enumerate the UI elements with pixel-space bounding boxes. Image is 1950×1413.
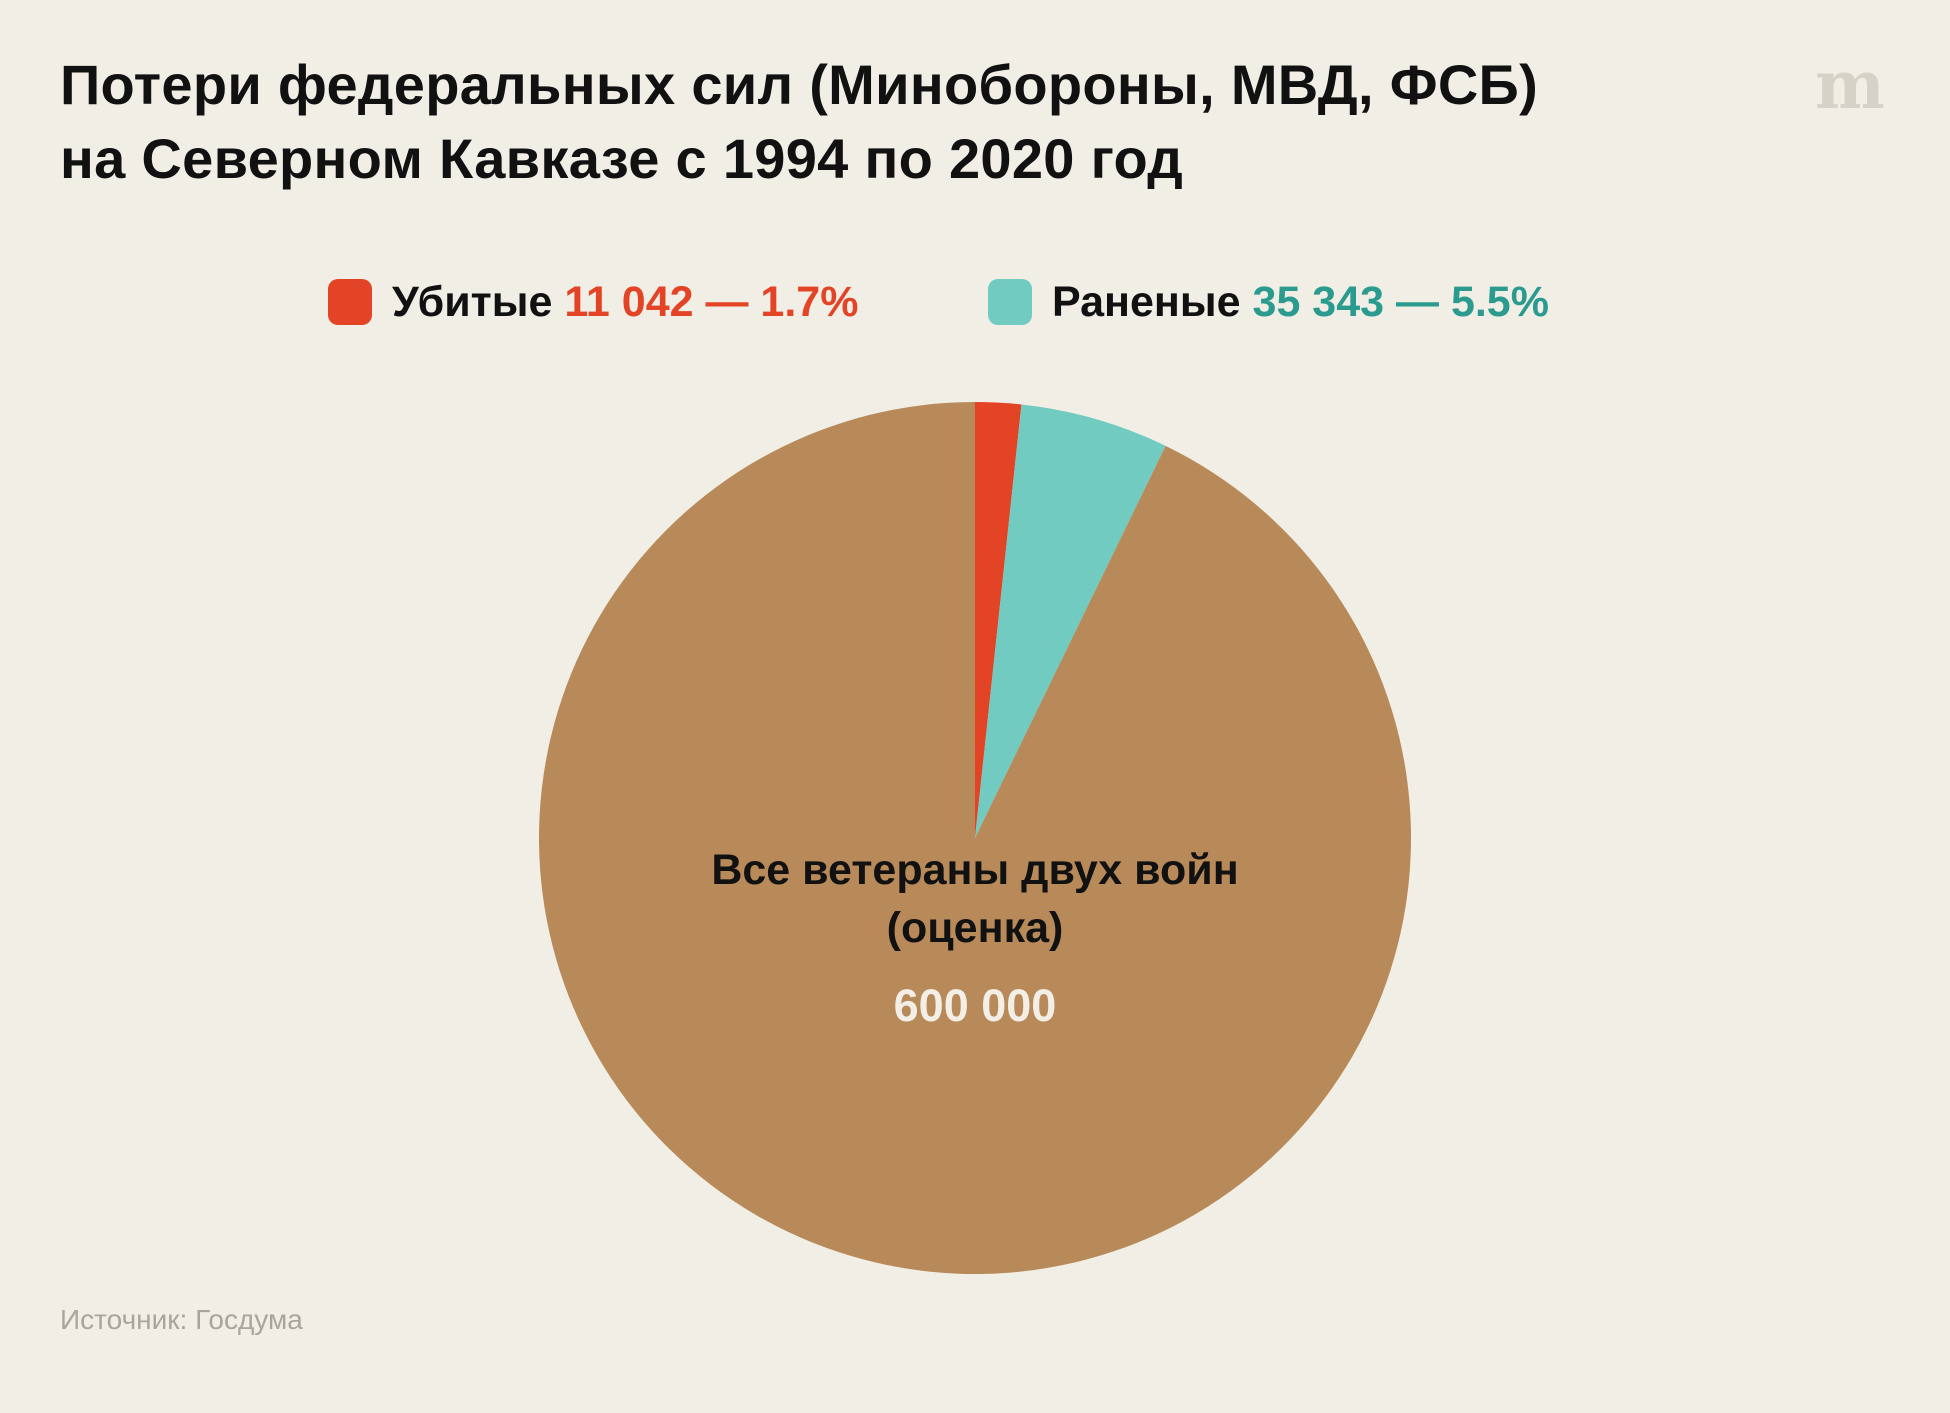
pie-slice-veterans [538, 402, 1411, 1274]
chart-title: Потери федеральных сил (Минобороны, МВД,… [60, 48, 1538, 196]
slice-label-veterans-line-2: (оценка) [887, 904, 1064, 952]
legend-value-killed: 11 042 — 1.7% [564, 277, 859, 326]
pie-slice-killed [975, 402, 1022, 838]
publisher-logo-icon: m [1815, 46, 1885, 124]
legend-swatch-wounded [988, 279, 1032, 325]
chart-title-line-2: на Северном Кавказе с 1994 по 2020 год [60, 127, 1184, 190]
legend-label-killed: Убитые [392, 277, 553, 326]
legend-item-killed: Убитые 11 042 — 1.7% [328, 272, 858, 332]
legend-label-wounded: Раненые [1052, 277, 1241, 326]
legend-swatch-killed [328, 279, 372, 325]
legend-value-wounded: 35 343 — 5.5% [1252, 277, 1549, 326]
slice-value-veterans: 600 000 [894, 980, 1057, 1031]
pie-slice-wounded [975, 404, 1166, 838]
source-note: Источник: Госдума [60, 1304, 303, 1335]
chart-legend: Убитые 11 042 — 1.7% Раненые 35 343 — 5.5% [0, 272, 1950, 332]
slice-label-veterans-line-1: Все ветераны двух войн [711, 846, 1238, 894]
legend-item-wounded: Раненые 35 343 — 5.5% [988, 272, 1549, 332]
chart-title-line-1: Потери федеральных сил (Минобороны, МВД,… [60, 53, 1539, 116]
